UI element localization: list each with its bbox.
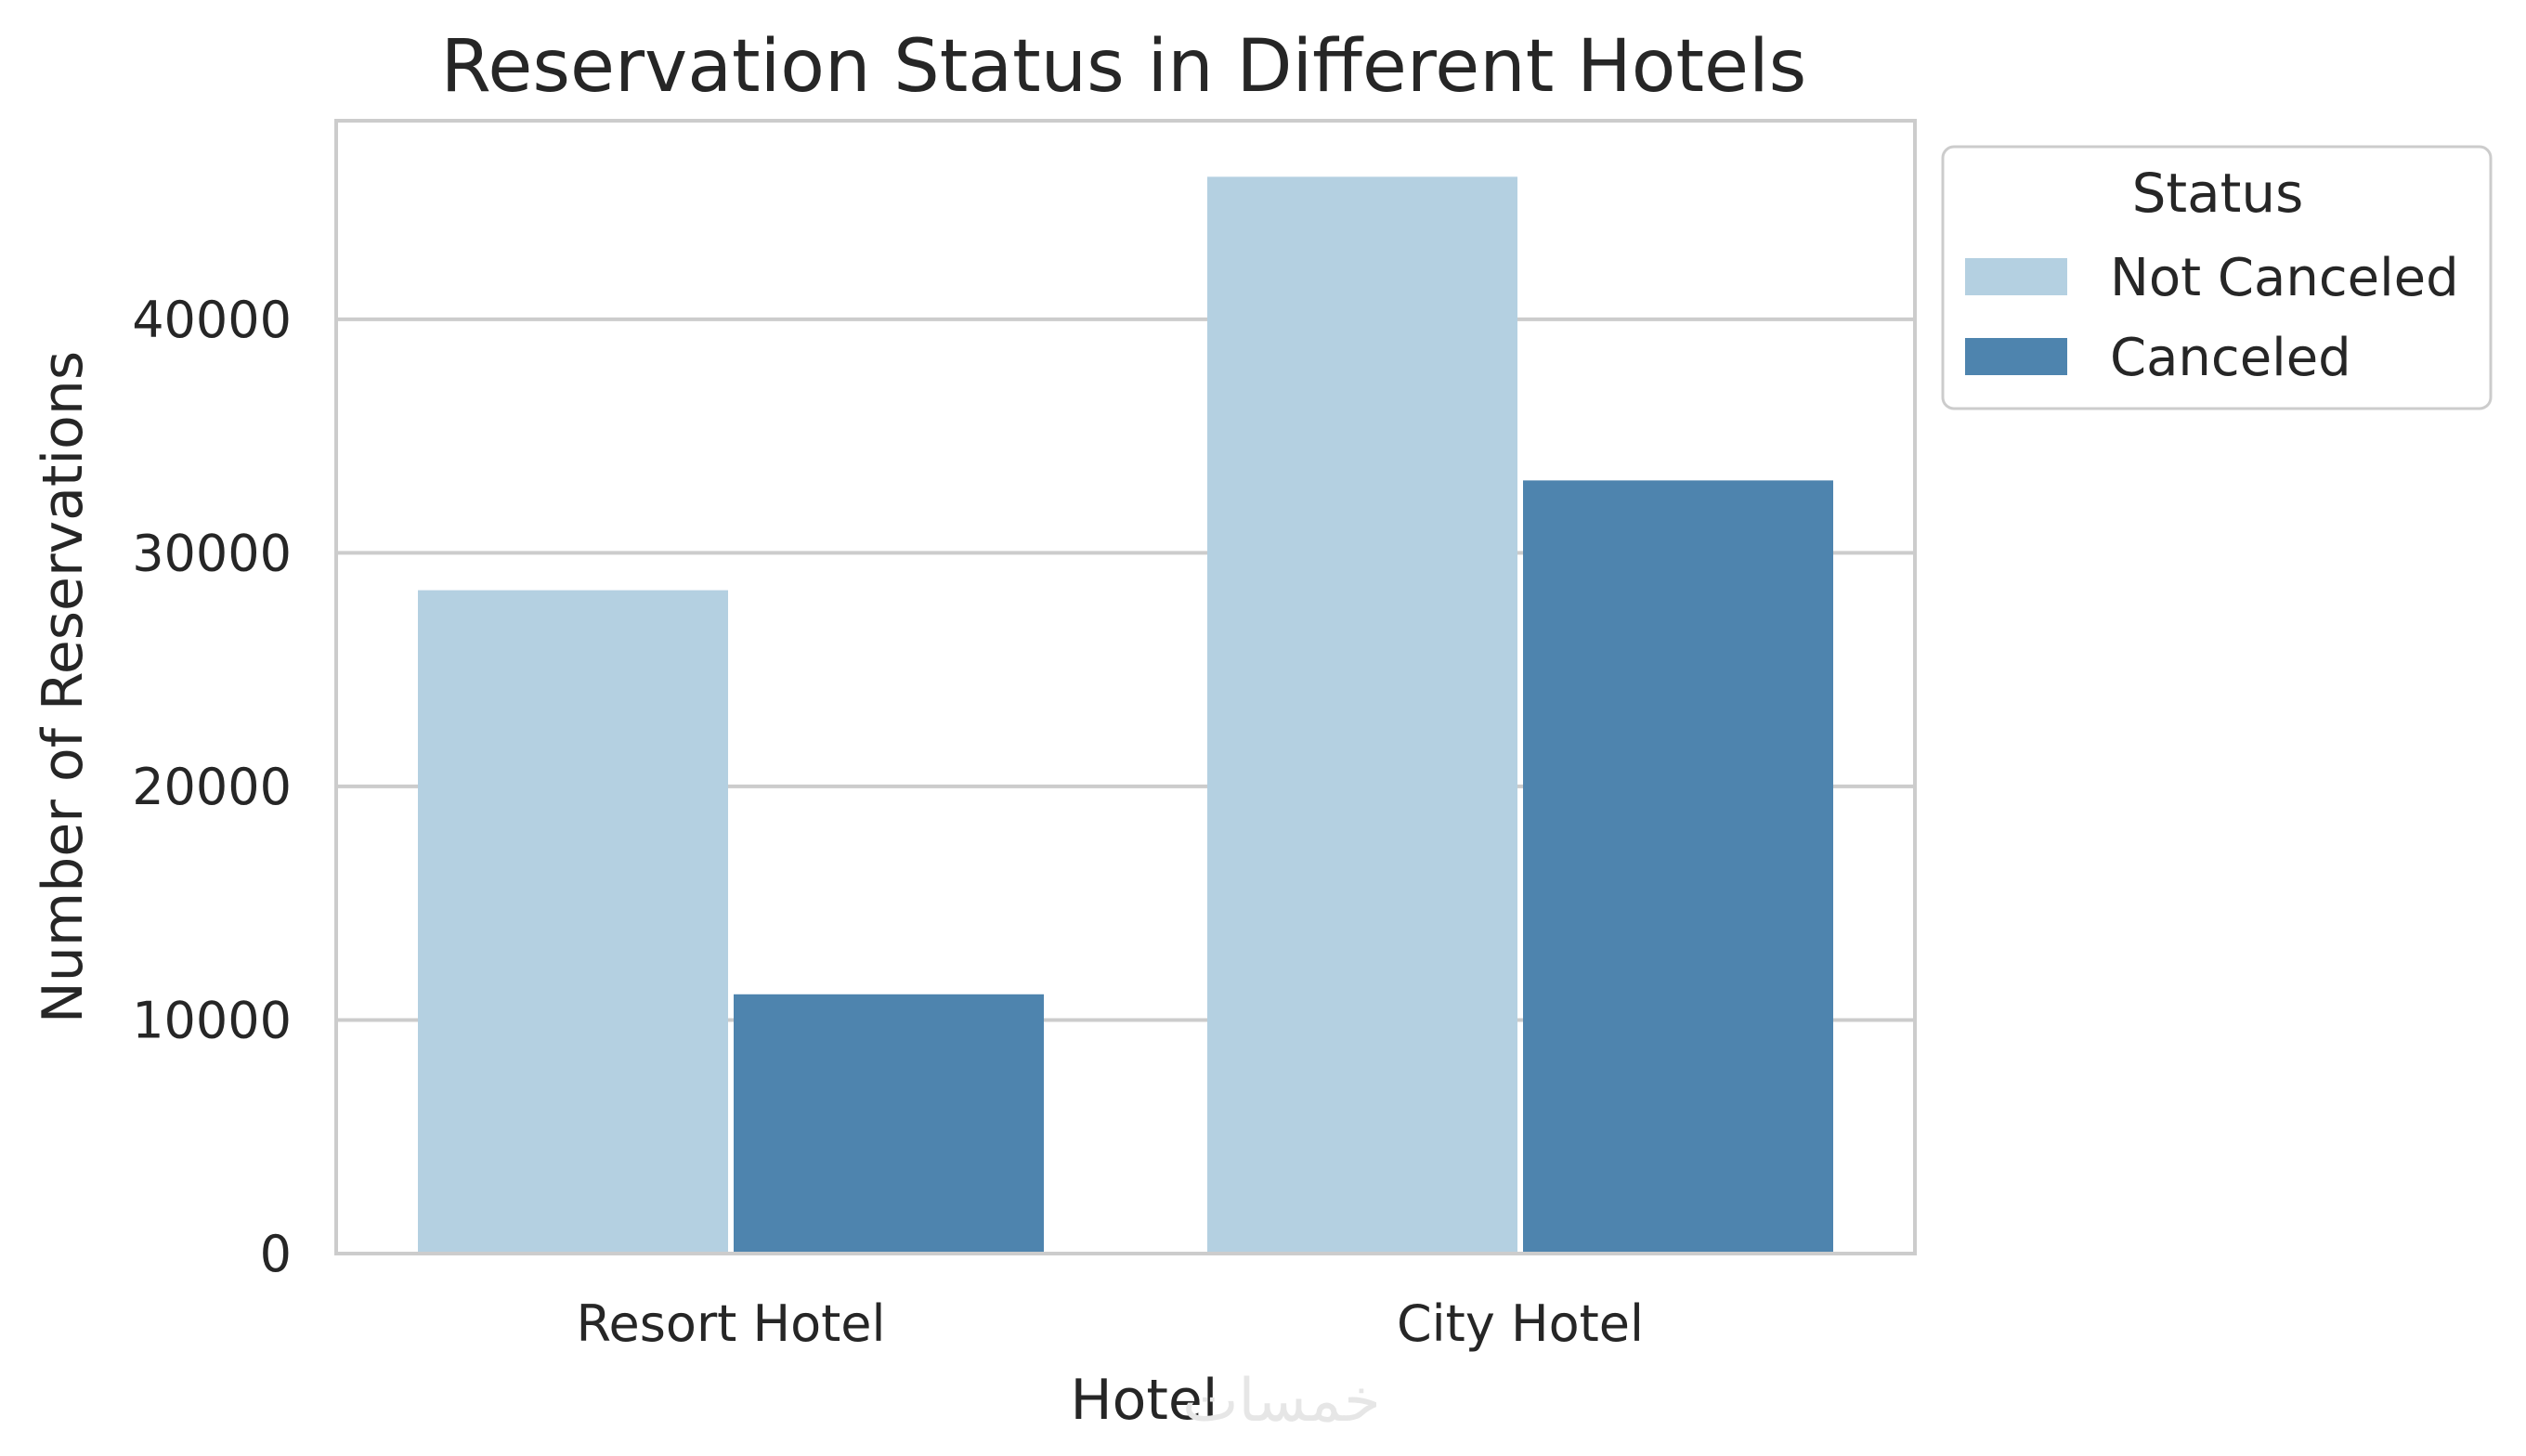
x-tick-label: Resort Hotel (576, 1294, 885, 1353)
legend-title: Status (2132, 162, 2304, 225)
legend-swatch-canceled (1965, 338, 2067, 375)
x-tick-labels: Resort Hotel City Hotel (576, 1294, 1644, 1353)
bar-city-hotel-not-canceled[interactable] (1207, 176, 1517, 1254)
legend-frame (1941, 145, 2493, 410)
bar-resort-hotel-canceled[interactable] (734, 994, 1044, 1254)
bar-city-hotel-canceled[interactable] (1523, 480, 1833, 1254)
y-tick-label: 20000 (132, 758, 292, 816)
y-tick-label: 40000 (132, 291, 292, 349)
x-tick-label: City Hotel (1397, 1294, 1644, 1353)
y-tick-labels: 0 10000 20000 30000 40000 (132, 291, 292, 1283)
y-tick-label: 0 (260, 1225, 292, 1283)
watermark: خمسات (1182, 1367, 1380, 1436)
legend-label-not-canceled: Not Canceled (2110, 248, 2459, 308)
legend-label-canceled: Canceled (2110, 328, 2351, 388)
legend[interactable]: Status Not Canceled Canceled (1941, 145, 2493, 410)
y-axis-label: Number of Reservations (31, 351, 96, 1023)
y-tick-label: 30000 (132, 524, 292, 582)
x-axis-label: Hotel (1071, 1368, 1218, 1433)
chart-title: Reservation Status in Different Hotels (441, 25, 1807, 109)
legend-swatch-not-canceled (1965, 258, 2067, 295)
y-tick-label: 10000 (132, 991, 292, 1049)
bars (418, 176, 1833, 1254)
bar-resort-hotel-not-canceled[interactable] (418, 590, 728, 1254)
plot-frame (334, 119, 1917, 1255)
